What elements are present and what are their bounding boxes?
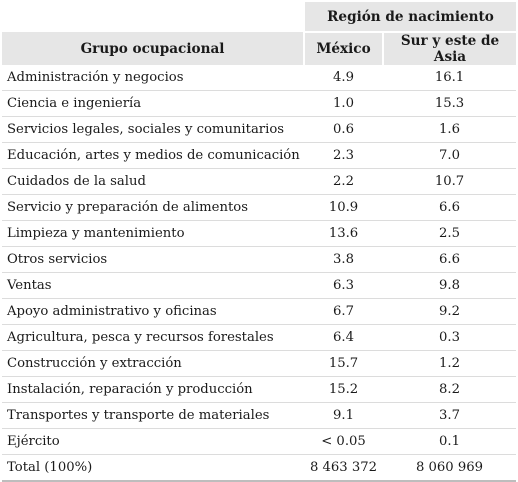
cell-mexico: 2.3 bbox=[304, 142, 383, 169]
cell-south-east-asia: 9.8 bbox=[383, 272, 516, 299]
table-row: Transportes y transporte de materiales 9.… bbox=[2, 402, 516, 429]
cell-mexico: 10.9 bbox=[304, 194, 383, 221]
cell-occupation: Servicios legales, sociales y comunitari… bbox=[2, 116, 304, 143]
cell-south-east-asia: 8 060 969 bbox=[383, 454, 516, 482]
cell-occupation: Apoyo administrativo y oficinas bbox=[2, 298, 304, 325]
cell-occupation: Transportes y transporte de materiales bbox=[2, 402, 304, 429]
cell-mexico: 15.2 bbox=[304, 376, 383, 403]
cell-occupation: Administración y negocios bbox=[2, 65, 304, 91]
cell-mexico: < 0.05 bbox=[304, 428, 383, 455]
cell-south-east-asia: 8.2 bbox=[383, 376, 516, 403]
table-row: Educación, artes y medios de comunicació… bbox=[2, 142, 516, 169]
table-row: Cuidados de la salud 2.2 10.7 bbox=[2, 168, 516, 195]
table-row: Otros servicios 3.8 6.6 bbox=[2, 246, 516, 273]
table-row: Administración y negocios 4.9 16.1 bbox=[2, 65, 516, 91]
table-row-total: Total (100%) 8 463 372 8 060 969 bbox=[2, 454, 516, 482]
cell-south-east-asia: 6.6 bbox=[383, 194, 516, 221]
cell-south-east-asia: 1.6 bbox=[383, 116, 516, 143]
table-row: Construcción y extracción 15.7 1.2 bbox=[2, 350, 516, 377]
cell-south-east-asia: 3.7 bbox=[383, 402, 516, 429]
cell-mexico: 8 463 372 bbox=[304, 454, 383, 482]
cell-south-east-asia: 2.5 bbox=[383, 220, 516, 247]
cell-mexico: 6.4 bbox=[304, 324, 383, 351]
cell-occupation: Construcción y extracción bbox=[2, 350, 304, 377]
header-empty-cell bbox=[2, 2, 304, 32]
cell-occupation: Agricultura, pesca y recursos forestales bbox=[2, 324, 304, 351]
table-row: Ventas 6.3 9.8 bbox=[2, 272, 516, 299]
table-row: Ciencia e ingeniería 1.0 15.3 bbox=[2, 90, 516, 117]
cell-south-east-asia: 10.7 bbox=[383, 168, 516, 195]
cell-occupation: Ciencia e ingeniería bbox=[2, 90, 304, 117]
cell-occupation: Otros servicios bbox=[2, 246, 304, 273]
cell-mexico: 9.1 bbox=[304, 402, 383, 429]
table-row: Apoyo administrativo y oficinas 6.7 9.2 bbox=[2, 298, 516, 325]
cell-mexico: 13.6 bbox=[304, 220, 383, 247]
header-region-of-birth: Región de nacimiento bbox=[303, 2, 516, 33]
cell-mexico: 4.9 bbox=[304, 65, 383, 91]
cell-mexico: 2.2 bbox=[304, 168, 383, 195]
cell-occupation: Educación, artes y medios de comunicació… bbox=[2, 142, 304, 169]
cell-mexico: 6.3 bbox=[304, 272, 383, 299]
table-header: Región de nacimiento Grupo ocupacional M… bbox=[2, 2, 516, 65]
table-row: Servicio y preparación de alimentos 10.9 6… bbox=[2, 194, 516, 221]
cell-mexico: 3.8 bbox=[304, 246, 383, 273]
table-row: Ejército < 0.05 0.1 bbox=[2, 428, 516, 455]
cell-south-east-asia: 7.0 bbox=[383, 142, 516, 169]
header-occupation-group: Grupo ocupacional bbox=[2, 32, 304, 65]
cell-occupation: Ventas bbox=[2, 272, 304, 299]
table-body: Administración y negocios 4.9 16.1 Ciencia … bbox=[2, 65, 516, 482]
cell-occupation: Servicio y preparación de alimentos bbox=[2, 194, 304, 221]
cell-occupation: Ejército bbox=[2, 428, 304, 455]
cell-south-east-asia: 6.6 bbox=[383, 246, 516, 273]
cell-mexico: 1.0 bbox=[304, 90, 383, 117]
cell-mexico: 6.7 bbox=[304, 298, 383, 325]
header-mexico: México bbox=[303, 32, 383, 65]
table-row: Limpieza y mantenimiento 13.6 2.5 bbox=[2, 220, 516, 247]
cell-mexico: 0.6 bbox=[304, 116, 383, 143]
header-row-columns: Grupo ocupacional México Sur y este de A… bbox=[2, 32, 516, 65]
header-row-group: Región de nacimiento bbox=[2, 2, 516, 33]
cell-mexico: 15.7 bbox=[304, 350, 383, 377]
cell-south-east-asia: 16.1 bbox=[383, 65, 516, 91]
cell-occupation: Instalación, reparación y producción bbox=[2, 376, 304, 403]
cell-south-east-asia: 0.1 bbox=[383, 428, 516, 455]
table-row: Servicios legales, sociales y comunitari… bbox=[2, 116, 516, 143]
cell-occupation: Total (100%) bbox=[2, 454, 304, 482]
cell-south-east-asia: 0.3 bbox=[383, 324, 516, 351]
table-row: Instalación, reparación y producción 15.2… bbox=[2, 376, 516, 403]
cell-south-east-asia: 9.2 bbox=[383, 298, 516, 325]
cell-south-east-asia: 15.3 bbox=[383, 90, 516, 117]
cell-south-east-asia: 1.2 bbox=[383, 350, 516, 377]
cell-occupation: Cuidados de la salud bbox=[2, 168, 304, 195]
header-south-east-asia: Sur y este de Asia bbox=[382, 32, 516, 65]
cell-occupation: Limpieza y mantenimiento bbox=[2, 220, 304, 247]
table-row: Agricultura, pesca y recursos forestales… bbox=[2, 324, 516, 351]
